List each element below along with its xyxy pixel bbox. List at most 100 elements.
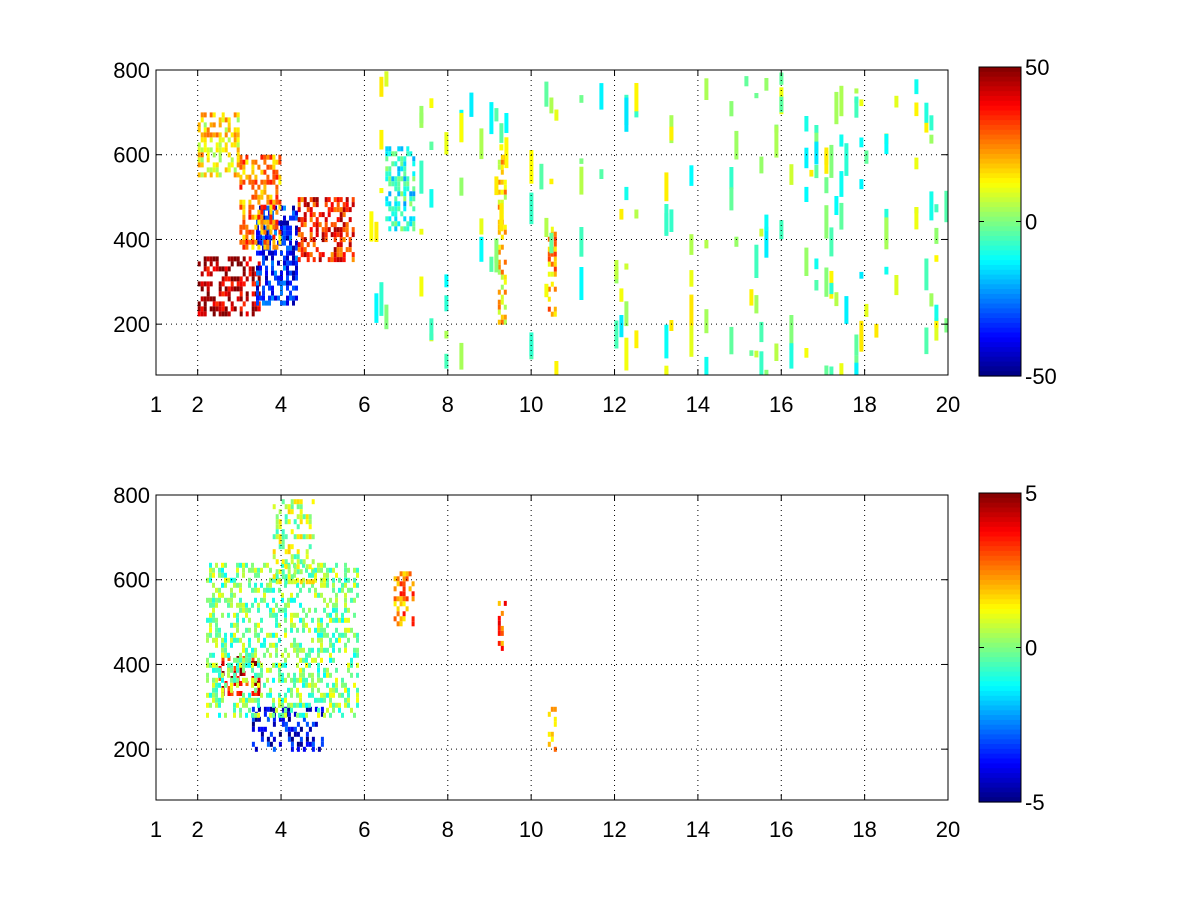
heatmap-cell — [333, 197, 337, 203]
heatmap-cell — [268, 245, 271, 251]
heatmap-cell — [290, 677, 293, 683]
heatmap-cell — [388, 206, 392, 212]
heatmap-cell — [218, 266, 222, 272]
heatmap-cell — [347, 697, 350, 703]
y-tick-label: 200 — [113, 312, 150, 337]
heatmap-cell — [884, 266, 889, 275]
x-tick-label: 14 — [686, 392, 710, 417]
heatmap-cell — [269, 607, 272, 613]
heatmap-cell — [248, 707, 251, 713]
heatmap-cell — [500, 234, 504, 240]
heatmap-cell — [333, 237, 337, 243]
heatmap-cell — [278, 229, 282, 235]
x-tick-label: 4 — [275, 817, 287, 842]
heatmap-cell — [347, 637, 350, 643]
heatmap-cell — [239, 296, 243, 302]
heatmap-cell — [242, 219, 246, 225]
heatmap-cell — [203, 266, 207, 272]
heatmap-cell — [260, 617, 263, 623]
heatmap-cell — [251, 716, 255, 722]
heatmap-cell — [391, 206, 395, 212]
heatmap-cell — [308, 741, 312, 747]
heatmap-cell — [338, 637, 341, 643]
heatmap-cell — [284, 707, 287, 713]
heatmap-cell — [239, 154, 243, 160]
heatmap-cell — [269, 612, 272, 618]
heatmap-cell — [293, 519, 297, 525]
heatmap-cell — [397, 186, 401, 192]
heatmap-cell — [619, 315, 624, 338]
heatmap-cell — [308, 692, 311, 698]
heatmap-cell — [503, 274, 507, 280]
heatmap-cell — [275, 632, 278, 638]
heatmap-cell — [329, 657, 332, 663]
heatmap-cell — [332, 602, 335, 608]
colorbar-segment — [979, 279, 1021, 285]
heatmap-cell — [262, 260, 265, 266]
heatmap-cell — [397, 176, 401, 182]
heatmap-cell — [332, 567, 335, 573]
heatmap-cell — [306, 207, 310, 213]
heatmap-cell — [233, 172, 237, 178]
heatmap-cell — [239, 587, 242, 593]
heatmap-cell — [341, 617, 344, 623]
heatmap-cell — [251, 179, 255, 185]
heatmap-cell — [302, 647, 305, 653]
heatmap-cell — [197, 147, 201, 153]
colorbar-segment — [979, 298, 1021, 305]
heatmap-cell — [293, 554, 297, 560]
x-tick-label: 2 — [192, 392, 204, 417]
heatmap-cell — [329, 652, 332, 658]
heatmap-cell — [326, 572, 329, 578]
heatmap-cell — [197, 142, 201, 148]
heatmap-cell — [218, 311, 222, 317]
heatmap-cell — [254, 572, 257, 578]
heatmap-cell — [275, 524, 279, 530]
heatmap-cell — [320, 706, 324, 712]
heatmap-cell — [323, 562, 326, 568]
heatmap-cell — [280, 240, 283, 246]
heatmap-cell — [299, 519, 303, 525]
heatmap-cell — [351, 257, 355, 263]
heatmap-cell — [374, 221, 379, 242]
heatmap-cell — [236, 112, 240, 118]
heatmap-cell — [388, 146, 392, 152]
heatmap-cell — [284, 612, 287, 618]
heatmap-cell — [403, 201, 407, 207]
heatmap-cell — [311, 692, 314, 698]
heatmap-cell — [303, 237, 307, 243]
heatmap-cell — [338, 617, 341, 623]
heatmap-cell — [293, 647, 296, 653]
heatmap-cell — [529, 332, 534, 357]
heatmap-cell — [260, 731, 264, 737]
heatmap-cell — [529, 150, 534, 184]
colorbar-segment — [979, 163, 1021, 169]
heatmap-cell — [239, 597, 242, 603]
heatmap-cell — [224, 572, 227, 578]
colorbar-segment — [979, 332, 1021, 338]
heatmap-cell — [614, 260, 619, 280]
heatmap-cell — [327, 227, 331, 233]
heatmap-cell — [303, 197, 307, 203]
heatmap-cell — [624, 97, 629, 132]
colorbar-segment — [979, 115, 1021, 121]
heatmap-cell — [403, 156, 407, 162]
heatmap-cell — [275, 219, 279, 225]
heatmap-cell — [287, 509, 291, 515]
heatmap-cell — [212, 607, 215, 613]
heatmap-cell — [290, 504, 294, 510]
heatmap-cell — [320, 577, 323, 583]
heatmap-cell — [409, 216, 413, 222]
heatmap-cell — [553, 271, 557, 277]
colorbar-segment — [979, 608, 1021, 615]
heatmap-cell — [489, 256, 494, 272]
heatmap-cell — [209, 567, 212, 573]
heatmap-cell — [299, 559, 303, 565]
heatmap-cell — [396, 581, 400, 587]
heatmap-cell — [274, 230, 277, 236]
heatmap-cell — [287, 736, 291, 742]
heatmap-cell — [200, 132, 204, 138]
heatmap-cell — [248, 652, 251, 658]
heatmap-cell — [236, 612, 239, 618]
heatmap-cell — [200, 311, 204, 317]
